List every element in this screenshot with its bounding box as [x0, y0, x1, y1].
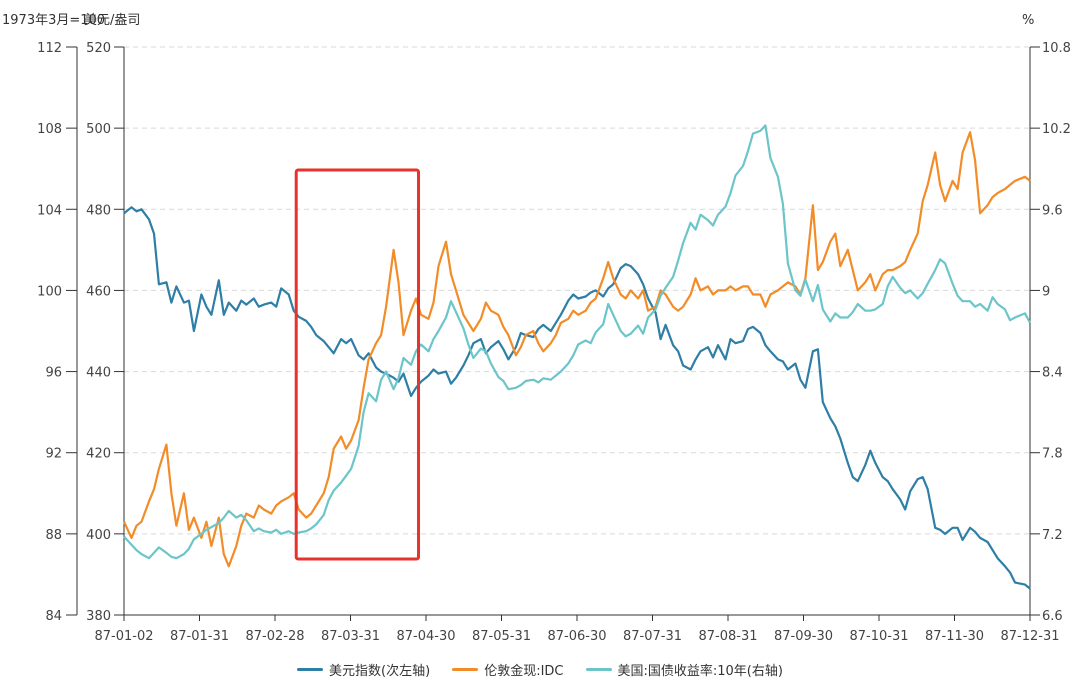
series-line-treasury-10y	[123, 124, 1031, 560]
right-tick-label: 10.2	[1042, 122, 1071, 137]
x-tick-label: 87-12-31	[1000, 629, 1059, 644]
left-outer-tick-label: 108	[37, 122, 62, 137]
right-unit-label: %	[1022, 13, 1034, 28]
legend-item-treasury-10y[interactable]: 美国:国债收益率:10年(右轴)	[585, 660, 783, 679]
x-tick-label: 87-04-30	[396, 629, 455, 644]
gridlines	[124, 46, 1030, 535]
x-tick-label: 87-03-31	[321, 629, 380, 644]
left-inner-tick-label: 460	[86, 284, 111, 299]
left-outer-tick-label: 92	[45, 447, 62, 462]
left-inner-tick-label: 480	[86, 203, 111, 218]
left-inner-tick-label: 440	[86, 366, 111, 381]
series-line-gold	[123, 131, 1031, 568]
x-tick-label: 87-05-31	[472, 629, 531, 644]
left-outer-tick-label: 84	[45, 609, 62, 624]
left-inner-unit-label: 美元/盎司	[84, 13, 140, 28]
left-outer-tick-label: 88	[45, 528, 62, 543]
x-tick-label: 87-02-28	[245, 629, 304, 644]
legend-swatch-gold	[452, 668, 479, 671]
left-inner-tick-label: 400	[86, 528, 111, 543]
legend-label-gold: 伦敦金现:IDC	[484, 664, 564, 679]
x-tick-label: 87-06-30	[547, 629, 606, 644]
right-tick-label: 7.2	[1042, 528, 1063, 543]
left-inner-tick-label: 420	[86, 447, 111, 462]
x-tick-label: 87-07-31	[623, 629, 682, 644]
x-tick-label: 87-01-31	[170, 629, 229, 644]
legend-swatch-dollar-index	[297, 668, 324, 671]
x-tick-label: 87-11-30	[925, 629, 984, 644]
series-lines	[123, 124, 1031, 590]
left-inner-tick-label: 380	[86, 609, 111, 624]
legend-swatch-treasury-10y	[585, 668, 612, 671]
left-outer-tick-label: 112	[37, 41, 62, 56]
x-tick-label: 87-08-31	[698, 629, 757, 644]
left-outer-tick-label: 104	[37, 203, 62, 218]
legend-label-treasury-10y: 美国:国债收益率:10年(右轴)	[617, 664, 783, 679]
right-tick-label: 9	[1042, 284, 1050, 299]
axes	[66, 46, 1040, 621]
left-inner-tick-label: 500	[86, 122, 111, 137]
x-tick-label: 87-10-31	[849, 629, 908, 644]
left-inner-tick-label: 520	[86, 41, 111, 56]
highlight-box	[294, 168, 421, 561]
legend: 美元指数(次左轴) 伦敦金现:IDC 美国:国债收益率:10年(右轴)	[0, 660, 1080, 679]
legend-item-gold[interactable]: 伦敦金现:IDC	[452, 660, 564, 679]
right-tick-label: 7.8	[1042, 447, 1063, 462]
left-outer-unit-label: 1973年3月=100	[2, 13, 105, 28]
right-tick-label: 6.6	[1042, 609, 1063, 624]
chart-canvas: 84 88 92 96 100 104 108 112 380 400 420 440 460 480 50…	[2, 13, 1071, 644]
x-tick-label: 87-01-02	[94, 629, 153, 644]
tick-labels: 84 88 92 96 100 104 108 112 380 400 420 440 460 480 50…	[37, 41, 1071, 644]
legend-label-dollar-index: 美元指数(次左轴)	[329, 664, 431, 679]
right-tick-label: 8.4	[1042, 366, 1063, 381]
series-line-dollar-index	[123, 206, 1031, 590]
x-tick-label: 87-09-30	[774, 629, 833, 644]
legend-item-dollar-index[interactable]: 美元指数(次左轴)	[297, 660, 430, 679]
right-tick-label: 10.8	[1042, 41, 1071, 56]
left-outer-tick-label: 100	[37, 284, 62, 299]
left-outer-tick-label: 96	[45, 366, 62, 381]
right-tick-label: 9.6	[1042, 203, 1063, 218]
